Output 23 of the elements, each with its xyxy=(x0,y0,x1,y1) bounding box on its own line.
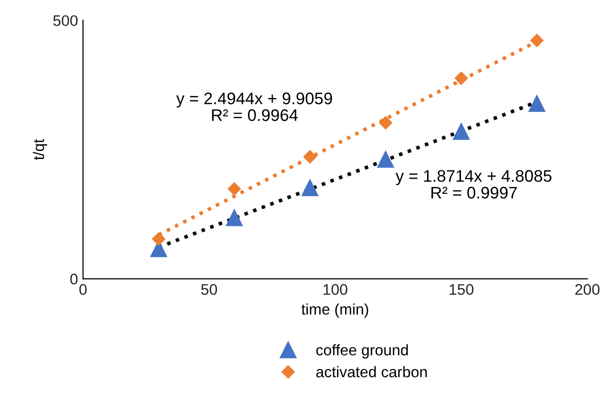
point xyxy=(302,179,318,196)
x-tick-label: 0 xyxy=(79,284,87,295)
x-tick-label: 150 xyxy=(450,284,474,295)
x-tick-label: 100 xyxy=(324,284,348,295)
point xyxy=(303,150,317,164)
point xyxy=(228,182,241,196)
point xyxy=(152,232,166,246)
point xyxy=(452,123,470,140)
x-axis-title: time (min) xyxy=(301,303,368,318)
point xyxy=(454,72,468,85)
point xyxy=(528,95,546,112)
x-tick-label: 50 xyxy=(201,284,217,295)
annotation: y = 2.4944x + 9.9059 R² = 0.9964 xyxy=(176,92,332,122)
annotation: y = 1.8714x + 4.8085 R² = 0.9997 xyxy=(396,170,552,199)
y-axis-title: t/qt xyxy=(32,139,48,160)
point xyxy=(379,116,392,130)
y-tick-label: 500 xyxy=(53,15,78,26)
point xyxy=(226,209,243,226)
x-tick-label: 200 xyxy=(575,284,600,295)
point xyxy=(530,34,544,48)
legend-label: activated carbon xyxy=(316,366,427,378)
legend-label: coffee ground xyxy=(316,344,408,358)
point xyxy=(377,151,394,168)
